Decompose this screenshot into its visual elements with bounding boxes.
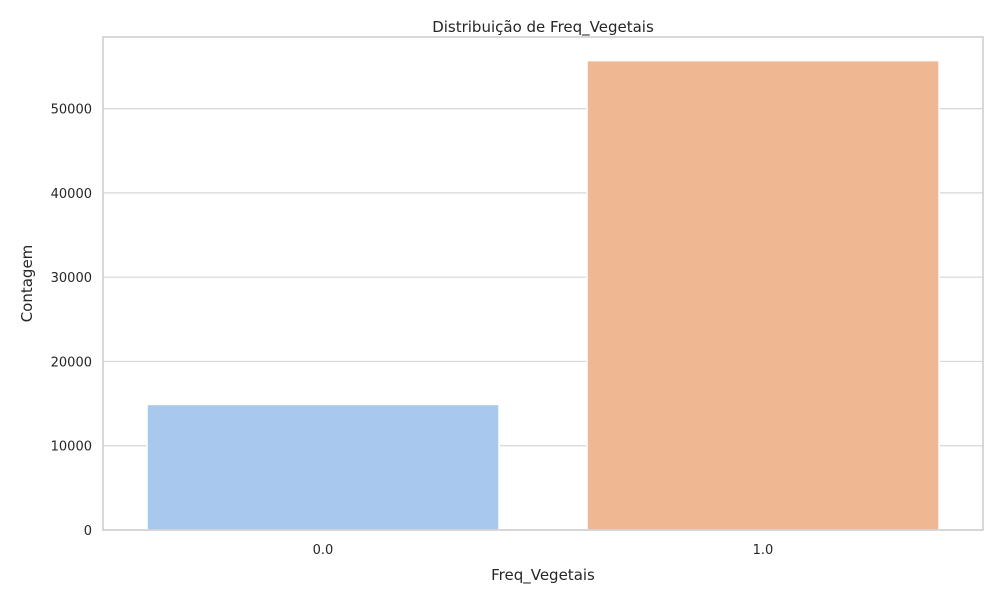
y-axis-label: Contagem xyxy=(18,245,36,323)
y-tick-label: 0 xyxy=(84,524,92,539)
bar-0-0 xyxy=(146,403,500,531)
x-tick-label: 1.0 xyxy=(753,543,774,558)
x-tick-label: 0.0 xyxy=(313,543,334,558)
bar-1-0 xyxy=(586,59,940,531)
x-tick-labels: 0.0 1.0 xyxy=(313,543,774,558)
plot-frame xyxy=(102,36,984,531)
chart-title: Distribuição de Freq_Vegetais xyxy=(432,18,654,37)
y-tick-labels: 0 10000 20000 30000 40000 50000 xyxy=(51,103,92,539)
y-tick-label: 20000 xyxy=(51,355,92,370)
x-axis-label: Freq_Vegetais xyxy=(491,566,595,585)
bars xyxy=(146,59,940,531)
y-tick-label: 10000 xyxy=(51,440,92,455)
y-tick-label: 30000 xyxy=(51,271,92,286)
y-tick-label: 50000 xyxy=(51,103,92,118)
y-tick-label: 40000 xyxy=(51,187,92,202)
